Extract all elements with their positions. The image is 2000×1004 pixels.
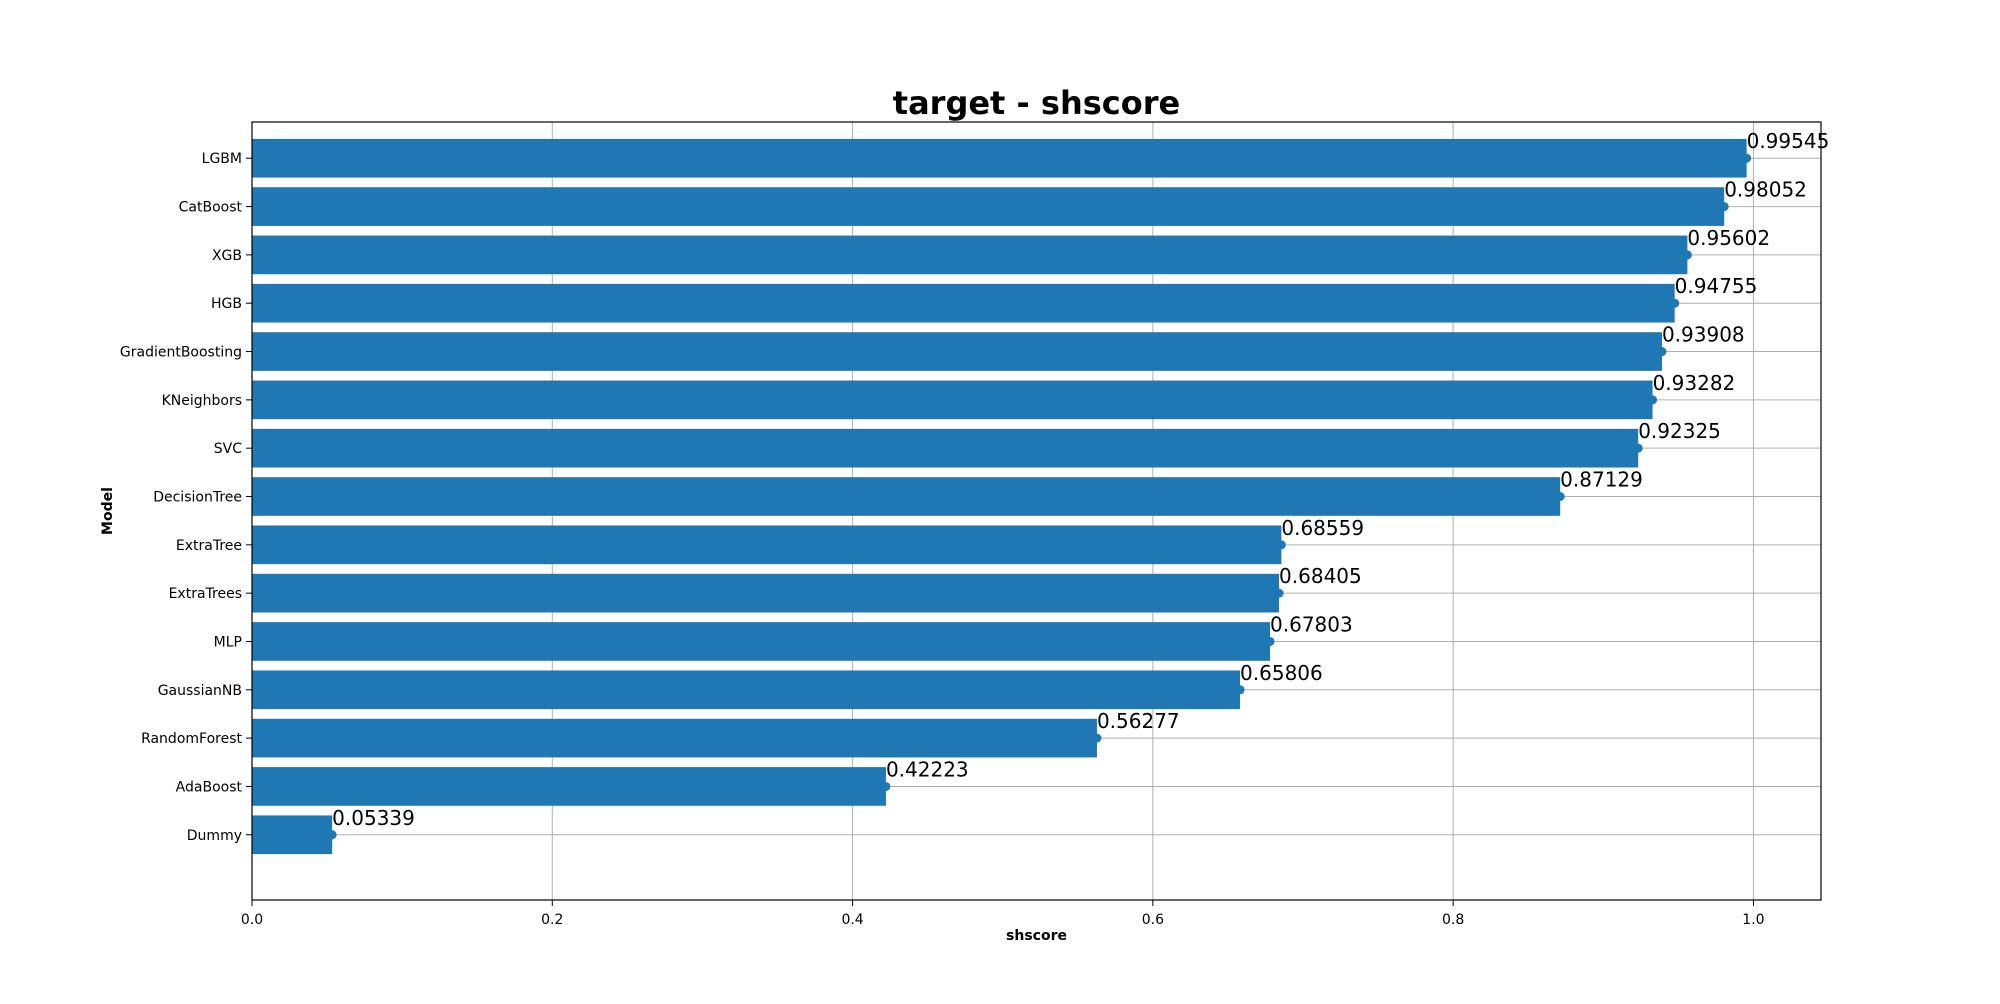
bar-end-marker	[1742, 153, 1752, 163]
bar-end-marker	[1670, 298, 1680, 308]
bar-end-marker	[1648, 395, 1658, 405]
bar	[252, 573, 1280, 613]
y-tick-label: Dummy	[187, 828, 242, 844]
x-tick-label: 0.4	[841, 912, 863, 928]
x-tick-label: 1.0	[1742, 912, 1764, 928]
chart-title: target - shscore	[893, 84, 1180, 122]
data-label: 0.65806	[1240, 661, 1323, 685]
y-tick-label: GradientBoosting	[120, 345, 242, 361]
data-label: 0.95602	[1687, 226, 1770, 250]
bar-end-marker	[1682, 250, 1692, 260]
x-tick-label: 0.8	[1442, 912, 1464, 928]
data-label: 0.92325	[1638, 419, 1721, 443]
y-tick-label: KNeighbors	[162, 393, 242, 409]
bar	[252, 428, 1639, 468]
bar	[252, 283, 1675, 323]
data-label: 0.98052	[1724, 178, 1807, 202]
x-tick-label: 0.6	[1142, 912, 1164, 928]
y-tick-label: LGBM	[202, 151, 242, 167]
bar-end-marker	[1092, 733, 1102, 743]
bar	[252, 380, 1653, 420]
bar	[252, 767, 886, 806]
bar-end-marker	[1657, 347, 1667, 357]
bar	[252, 332, 1662, 371]
bar-end-marker	[1274, 588, 1284, 598]
bar	[252, 670, 1241, 710]
bar	[252, 718, 1097, 758]
bar-end-marker	[1719, 202, 1729, 212]
bar	[252, 138, 1747, 178]
y-tick-label: XGB	[212, 248, 242, 264]
bar	[252, 525, 1282, 565]
y-tick-label: RandomForest	[141, 731, 242, 747]
plot-frame	[251, 121, 1822, 901]
data-label: 0.68405	[1279, 564, 1362, 588]
x-tick-label: 0.0	[241, 912, 263, 928]
data-label: 0.94755	[1675, 274, 1758, 298]
y-tick-label: DecisionTree	[153, 490, 242, 506]
bar	[252, 622, 1271, 661]
y-tick-label: ExtraTrees	[169, 586, 242, 602]
bar-end-marker	[327, 830, 337, 840]
data-label: 0.56277	[1097, 709, 1180, 733]
y-axis-label: Model	[100, 487, 116, 535]
y-tick-label: CatBoost	[179, 200, 243, 216]
data-label: 0.68559	[1281, 516, 1364, 540]
bar-end-marker	[881, 781, 891, 791]
data-label: 0.05339	[332, 806, 415, 830]
bar-end-marker	[1276, 540, 1286, 550]
bar-end-marker	[1235, 685, 1245, 695]
bar	[252, 187, 1725, 226]
data-label-layer: 0.99545 0.98052 0.95602 0.94755 0.93908 0.932…	[332, 129, 1829, 830]
data-label: 0.87129	[1560, 468, 1643, 492]
bar	[252, 235, 1688, 275]
data-label: 0.42223	[886, 757, 969, 781]
y-tick-label: HGB	[211, 296, 242, 312]
y-tick-label: SVC	[214, 441, 242, 457]
data-label: 0.67803	[1270, 612, 1353, 636]
x-axis-label: shscore	[1006, 928, 1067, 944]
data-label: 0.93282	[1653, 371, 1736, 395]
bar-end-marker	[1555, 492, 1565, 502]
marker-layer	[327, 153, 1752, 840]
data-label: 0.99545	[1747, 129, 1830, 153]
bar-end-marker	[1633, 443, 1643, 453]
y-tick-label: AdaBoost	[176, 779, 243, 795]
bar-layer	[252, 138, 1747, 855]
data-label: 0.93908	[1662, 323, 1745, 347]
x-tick-label: 0.2	[541, 912, 563, 928]
y-tick-label: MLP	[214, 634, 242, 650]
y-tick-label: ExtraTree	[176, 538, 242, 554]
y-tick-label: GaussianNB	[158, 683, 242, 699]
tick-layer: 0.0 0.2 0.4 0.6 0.8 1.0 LGBM CatBoost XGB HGB Grad…	[120, 151, 1765, 928]
bar-end-marker	[1265, 636, 1275, 646]
bar	[252, 815, 333, 855]
bar	[252, 477, 1561, 516]
